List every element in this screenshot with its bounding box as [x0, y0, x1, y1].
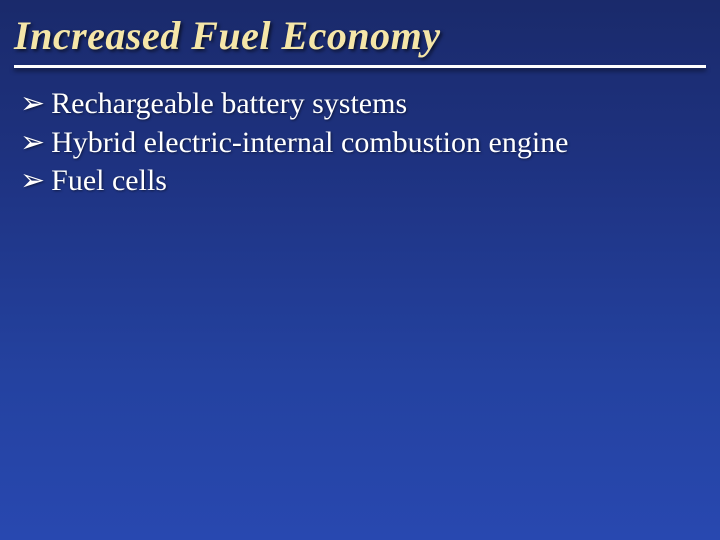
bullet-item: ➢ Rechargeable battery systems: [20, 86, 706, 123]
bullet-text: Rechargeable battery systems: [51, 86, 706, 123]
bullet-item: ➢ Hybrid electric-internal combustion en…: [20, 125, 706, 162]
chevron-right-icon: ➢: [20, 86, 45, 123]
bullet-text: Fuel cells: [51, 163, 706, 200]
slide: Increased Fuel Economy ➢ Rechargeable ba…: [0, 0, 720, 540]
bullet-text: Hybrid electric-internal combustion engi…: [51, 125, 706, 162]
slide-title: Increased Fuel Economy: [14, 12, 706, 59]
title-divider: [14, 65, 706, 68]
chevron-right-icon: ➢: [20, 163, 45, 200]
chevron-right-icon: ➢: [20, 125, 45, 162]
bullet-item: ➢ Fuel cells: [20, 163, 706, 200]
bullet-list: ➢ Rechargeable battery systems ➢ Hybrid …: [14, 86, 706, 200]
